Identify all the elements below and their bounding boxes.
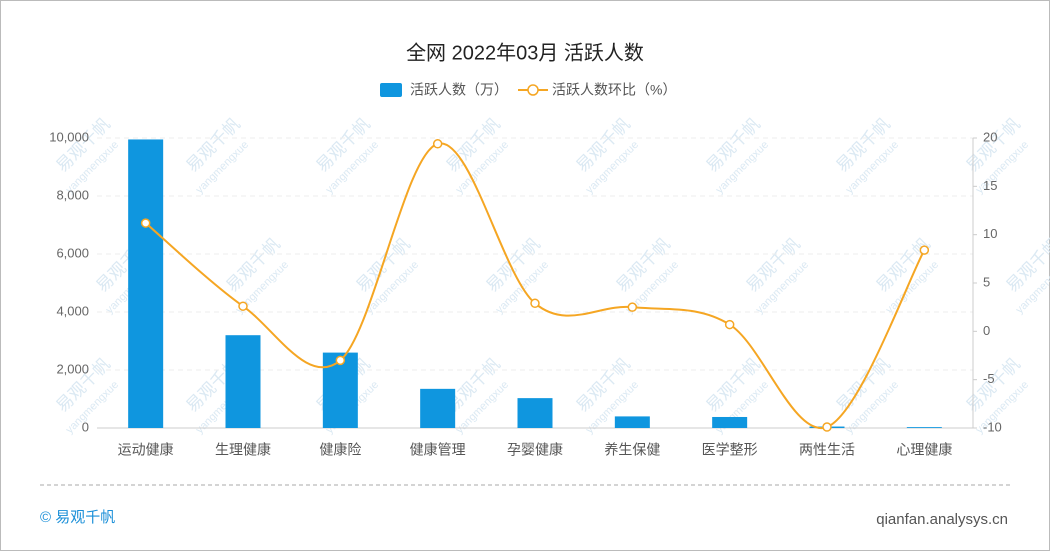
bar	[225, 335, 261, 428]
x-tick-label: 养生保健	[604, 442, 660, 458]
footer-url: qianfan.analysys.cn	[876, 511, 1008, 528]
x-tick-label: 医学整形	[702, 442, 758, 458]
line	[145, 142, 926, 430]
y-tick-label: 10,000	[49, 129, 89, 144]
line-point	[335, 355, 346, 366]
line-point	[627, 302, 638, 312]
x-tick-label: 健康险	[319, 442, 361, 458]
line-point	[432, 139, 443, 149]
y2-tick-label: -5	[983, 371, 995, 386]
chart-title: 全网 2022年03月 活跃人数	[406, 41, 644, 64]
legend-label: 活跃人数环比（%）	[552, 82, 676, 98]
line-point	[919, 245, 930, 255]
y2-tick-label: 5	[983, 274, 990, 289]
bar	[517, 398, 553, 428]
y-tick-label: 8,000	[56, 187, 89, 202]
x-tick-label: 运动健康	[118, 442, 174, 458]
y-tick-label: 6,000	[56, 245, 89, 260]
bar	[420, 388, 456, 428]
line-point	[822, 422, 832, 432]
line-point	[724, 319, 735, 330]
x-tick-label: 生理健康	[215, 442, 271, 458]
y2-tick-label: 15	[983, 178, 997, 193]
bar	[614, 416, 650, 428]
y-tick-label: 2,000	[56, 361, 89, 376]
y2-tick-label: 20	[983, 129, 997, 144]
x-tick-label: 两性生活	[799, 442, 855, 458]
bar	[906, 427, 942, 428]
y2-tick-label: -10	[983, 419, 1002, 434]
legend-label: 活跃人数（万）	[410, 82, 508, 98]
line-point	[238, 301, 248, 311]
x-tick-label: 心理健康	[896, 442, 952, 458]
footer-logo: © 易观千帆	[40, 509, 115, 526]
legend-swatch	[380, 83, 402, 97]
y2-tick-label: 0	[983, 323, 990, 338]
bar	[322, 352, 358, 428]
y-tick-label: 0	[82, 419, 89, 434]
line-point	[530, 298, 540, 309]
bar	[712, 416, 748, 428]
x-tick-label: 孕婴健康	[507, 442, 563, 458]
bar	[128, 139, 164, 428]
line-point	[140, 218, 151, 228]
x-tick-label: 健康管理	[410, 442, 466, 458]
y2-tick-label: 10	[983, 226, 997, 241]
legend-swatch	[527, 84, 539, 96]
y-tick-label: 4,000	[56, 303, 89, 318]
